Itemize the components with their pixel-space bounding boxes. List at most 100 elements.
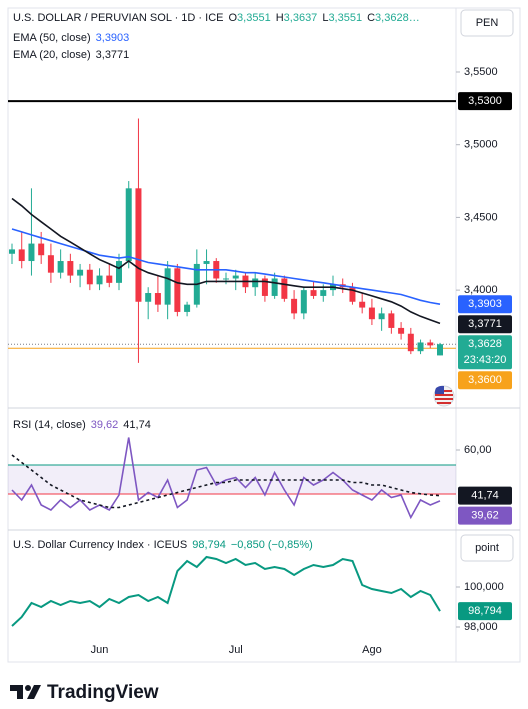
price-badge: [458, 315, 512, 334]
candle-body: [291, 298, 298, 314]
y-tick-label: 60,00: [464, 444, 492, 456]
candle-body: [77, 269, 84, 276]
y-tick-label: 3,5500: [464, 66, 498, 78]
candle-body: [378, 313, 385, 320]
legend-name: U.S. Dollar Currency Index · ICEUS: [13, 539, 188, 551]
candle-body: [203, 261, 210, 264]
candle-body: [271, 278, 278, 296]
y-tick-label: 3,4500: [464, 211, 498, 223]
candle-body: [252, 278, 259, 288]
y-tick-label: 3,5000: [464, 139, 498, 151]
price-badge: [458, 92, 512, 111]
brand-name: TradingView: [47, 682, 159, 703]
candle-body: [417, 342, 424, 352]
candle-body: [57, 261, 64, 273]
rsi-band: [8, 465, 456, 494]
chart-frame: [7, 7, 521, 663]
legend-change: −0,850 (−0,85%): [230, 539, 313, 551]
ohlc-value: 3,3637: [283, 12, 318, 24]
rsi-legend: RSI (14, close) 39,62 41,74: [13, 418, 156, 432]
candle-body: [174, 268, 181, 312]
legend-value: 3,3771: [95, 49, 130, 61]
main-legend: U.S. DOLLAR / PERUVIAN SOL · 1D · ICE O3,…: [13, 11, 430, 25]
candle-body: [135, 188, 142, 302]
price-badge: [458, 295, 512, 314]
candle-body: [38, 243, 45, 256]
ohlc-values: O3,3551 H3,3637 L3,3551 C3,3628…: [228, 12, 424, 24]
ohlc-value: 3,3551: [237, 12, 271, 24]
candle-body: [427, 342, 434, 346]
candle-body: [281, 278, 288, 299]
price-badge-label: 3,3628: [468, 338, 502, 350]
price-badge: [458, 371, 512, 390]
candle-body: [125, 188, 132, 262]
x-tick-label: Ago: [362, 644, 382, 656]
series-line: [11, 555, 441, 627]
candle-body: [47, 255, 54, 273]
legend-name: EMA (50, close): [13, 32, 91, 44]
candle-body: [359, 301, 366, 308]
ohlc-key: O: [228, 12, 238, 24]
series-line: [11, 197, 441, 325]
candle-body: [349, 287, 356, 302]
price-badge: [458, 602, 512, 621]
currency-button[interactable]: [460, 9, 514, 37]
unit-label: point: [475, 542, 499, 554]
candle-body: [184, 304, 191, 312]
ema20-legend: EMA (20, close) 3,3771: [13, 48, 134, 62]
legend-value: 3,3903: [95, 32, 130, 44]
candle-body: [67, 261, 74, 276]
ohlc-value: 3,3551: [328, 12, 363, 24]
candle-body: [18, 249, 25, 262]
candle-body: [368, 307, 375, 320]
price-badge-label: 39,62: [471, 510, 499, 522]
candle-body: [145, 293, 152, 302]
legend-name: RSI (14, close): [13, 419, 86, 431]
unit-button[interactable]: [460, 534, 514, 562]
candle-body: [407, 333, 414, 352]
brand-logo: [10, 685, 41, 699]
price-badge-label: 23:43:20: [464, 354, 507, 366]
candle-body: [261, 278, 268, 296]
candle-body: [300, 290, 307, 314]
ema50-legend: EMA (50, close) 3,3903: [13, 31, 134, 45]
candle-body: [154, 293, 161, 305]
legend-value: 41,74: [123, 419, 151, 431]
ohlc-value: 3,3628…: [375, 12, 420, 24]
price-badge: [458, 335, 512, 370]
symbol-title: U.S. DOLLAR / PERUVIAN SOL · 1D · ICE: [13, 12, 224, 24]
price-badge-label: 3,5300: [468, 95, 502, 107]
y-tick-label: 98,000: [464, 621, 498, 633]
flag-icon: [433, 385, 455, 407]
ohlc-key: C: [367, 12, 376, 24]
price-badge-label: 3,3771: [468, 318, 502, 330]
candle-body: [116, 261, 122, 283]
y-tick-label: 3,4000: [464, 284, 498, 296]
series-line: [11, 228, 441, 305]
price-badge: [458, 506, 512, 525]
candle-body: [232, 275, 239, 279]
candle-body: [28, 243, 35, 262]
candle-body: [9, 249, 15, 254]
ohlc-key: L: [322, 12, 329, 24]
candle-body: [86, 269, 93, 285]
series-line: [11, 437, 441, 520]
candle-body: [106, 275, 113, 283]
y-tick-label: 100,000: [464, 581, 504, 593]
series-line: [11, 454, 441, 509]
candle-body: [164, 268, 171, 305]
candle-body: [320, 290, 327, 296]
x-tick-label: Jul: [229, 644, 243, 656]
candle-body: [388, 313, 395, 328]
price-badge: [458, 486, 512, 505]
price-badge-label: 41,74: [471, 490, 499, 502]
price-badge-label: 98,794: [468, 605, 502, 617]
currency-label: PEN: [476, 17, 499, 29]
legend-value: 39,62: [90, 419, 119, 431]
x-tick-label: Jun: [91, 644, 109, 656]
dxy-legend: U.S. Dollar Currency Index · ICEUS 98,794…: [13, 538, 318, 552]
candle-body: [96, 275, 103, 285]
candle-body: [398, 327, 405, 334]
